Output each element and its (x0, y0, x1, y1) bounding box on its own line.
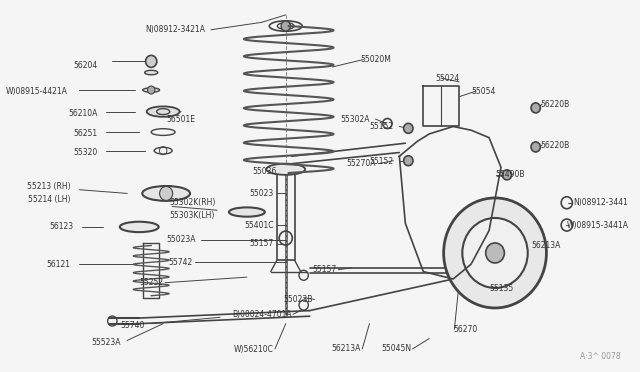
Text: 55023A: 55023A (166, 235, 196, 244)
Ellipse shape (229, 208, 265, 217)
Text: 55213 (RH): 55213 (RH) (27, 182, 70, 190)
Text: 56204: 56204 (73, 61, 97, 70)
Text: 55020M: 55020M (360, 55, 392, 64)
Text: W)08915-4421A: W)08915-4421A (6, 87, 67, 96)
Text: 55740: 55740 (121, 321, 145, 330)
Ellipse shape (120, 222, 159, 232)
Text: 55302A: 55302A (340, 115, 369, 124)
Text: 55135: 55135 (489, 284, 513, 293)
Circle shape (486, 243, 504, 263)
Text: 55214 (LH): 55214 (LH) (28, 195, 70, 203)
Text: A·3^ 0078: A·3^ 0078 (580, 352, 621, 361)
Text: 56251: 56251 (73, 129, 97, 138)
Text: 55742: 55742 (169, 258, 193, 267)
Ellipse shape (142, 186, 190, 201)
Circle shape (404, 156, 413, 166)
Ellipse shape (266, 164, 305, 175)
Text: 55152: 55152 (369, 157, 394, 166)
Text: 56121: 56121 (47, 260, 70, 269)
Text: B)08024-4701A: B)08024-4701A (232, 310, 292, 319)
Text: 55302K(RH): 55302K(RH) (169, 198, 216, 207)
Text: W)08915-3441A: W)08915-3441A (567, 221, 628, 230)
Text: N)08912-3441: N)08912-3441 (573, 198, 628, 207)
Circle shape (159, 186, 173, 201)
Text: 55320: 55320 (73, 148, 97, 157)
Text: 55252: 55252 (139, 278, 163, 287)
Text: 55157: 55157 (250, 239, 274, 248)
Text: 56213A: 56213A (531, 241, 560, 250)
Circle shape (462, 218, 528, 288)
Text: 55270A: 55270A (346, 159, 376, 168)
Text: 56270: 56270 (453, 325, 477, 334)
Text: W)56210C: W)56210C (234, 345, 274, 354)
Ellipse shape (143, 88, 159, 92)
Circle shape (147, 86, 155, 94)
Circle shape (281, 21, 291, 31)
Ellipse shape (147, 106, 180, 117)
Circle shape (145, 55, 157, 67)
Text: 56210A: 56210A (68, 109, 97, 118)
Text: 56220B: 56220B (540, 141, 569, 150)
Text: 56213A: 56213A (331, 344, 360, 353)
Circle shape (531, 142, 540, 152)
Text: 56501E: 56501E (166, 115, 195, 124)
Text: 56220B: 56220B (540, 100, 569, 109)
Text: 55036: 55036 (252, 167, 276, 176)
Text: 55152: 55152 (369, 122, 394, 131)
Text: 55401C: 55401C (244, 221, 274, 230)
Text: 56123: 56123 (49, 222, 74, 231)
Circle shape (404, 124, 413, 133)
Text: 55490B: 55490B (495, 170, 525, 179)
Text: 55023: 55023 (250, 189, 274, 198)
Ellipse shape (145, 70, 158, 75)
Text: 55024: 55024 (435, 74, 460, 83)
Text: 55054: 55054 (471, 87, 495, 96)
Text: 55303K(LH): 55303K(LH) (169, 211, 214, 220)
Text: 55045N: 55045N (381, 344, 412, 353)
Circle shape (531, 103, 540, 113)
Text: 55023B: 55023B (284, 295, 313, 304)
Text: 55157: 55157 (312, 265, 337, 274)
Circle shape (444, 198, 547, 308)
Circle shape (502, 170, 511, 180)
Text: 55523A: 55523A (92, 338, 122, 347)
Text: N)08912-3421A: N)08912-3421A (145, 25, 205, 34)
